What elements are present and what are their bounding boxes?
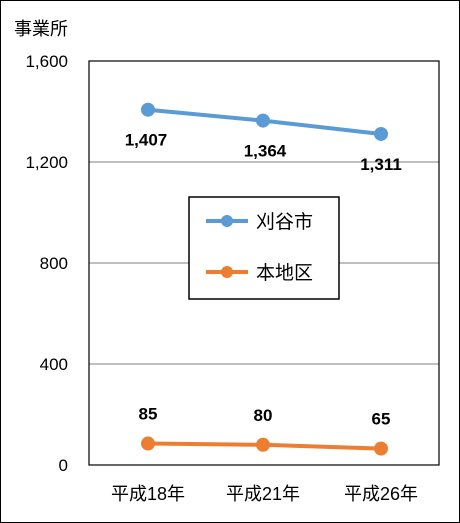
legend-box (188, 196, 340, 300)
data-point (141, 436, 155, 451)
data-point (141, 102, 155, 117)
plot-area-border (88, 60, 440, 466)
x-tick-label: 平成26年 (344, 484, 418, 504)
data-label: 65 (372, 410, 391, 429)
data-label: 1,364 (244, 142, 287, 161)
x-axis-ticks: 平成18年 平成21年 平成26年 (111, 484, 418, 504)
legend-marker-0 (221, 215, 233, 227)
y-tick-label: 1,600 (25, 52, 68, 71)
series-group (141, 102, 388, 456)
data-label: 80 (254, 406, 273, 425)
data-labels: 1,407 1,364 1,311 85 80 65 (125, 131, 402, 429)
y-tick-label: 1,200 (25, 153, 68, 172)
data-label: 1,311 (360, 155, 402, 174)
x-tick-label: 平成18年 (111, 484, 185, 504)
x-tick-label: 平成21年 (226, 484, 300, 504)
data-label: 85 (139, 405, 158, 424)
data-label: 1,407 (125, 131, 168, 150)
legend-marker-1 (221, 266, 233, 278)
y-tick-label: 400 (40, 355, 68, 374)
data-point (374, 441, 388, 456)
legend: 刈谷市 本地区 (188, 196, 340, 300)
y-tick-label: 800 (40, 254, 68, 273)
legend-label-0: 刈谷市 (256, 211, 313, 233)
y-axis-unit-label: 事業所 (14, 19, 68, 39)
legend-label-1: 本地区 (256, 262, 313, 284)
y-axis-ticks: 0 400 800 1,200 1,600 (25, 52, 68, 475)
data-point (374, 126, 388, 141)
y-tick-label: 0 (59, 456, 68, 475)
data-point (256, 113, 270, 128)
data-point (256, 437, 270, 452)
